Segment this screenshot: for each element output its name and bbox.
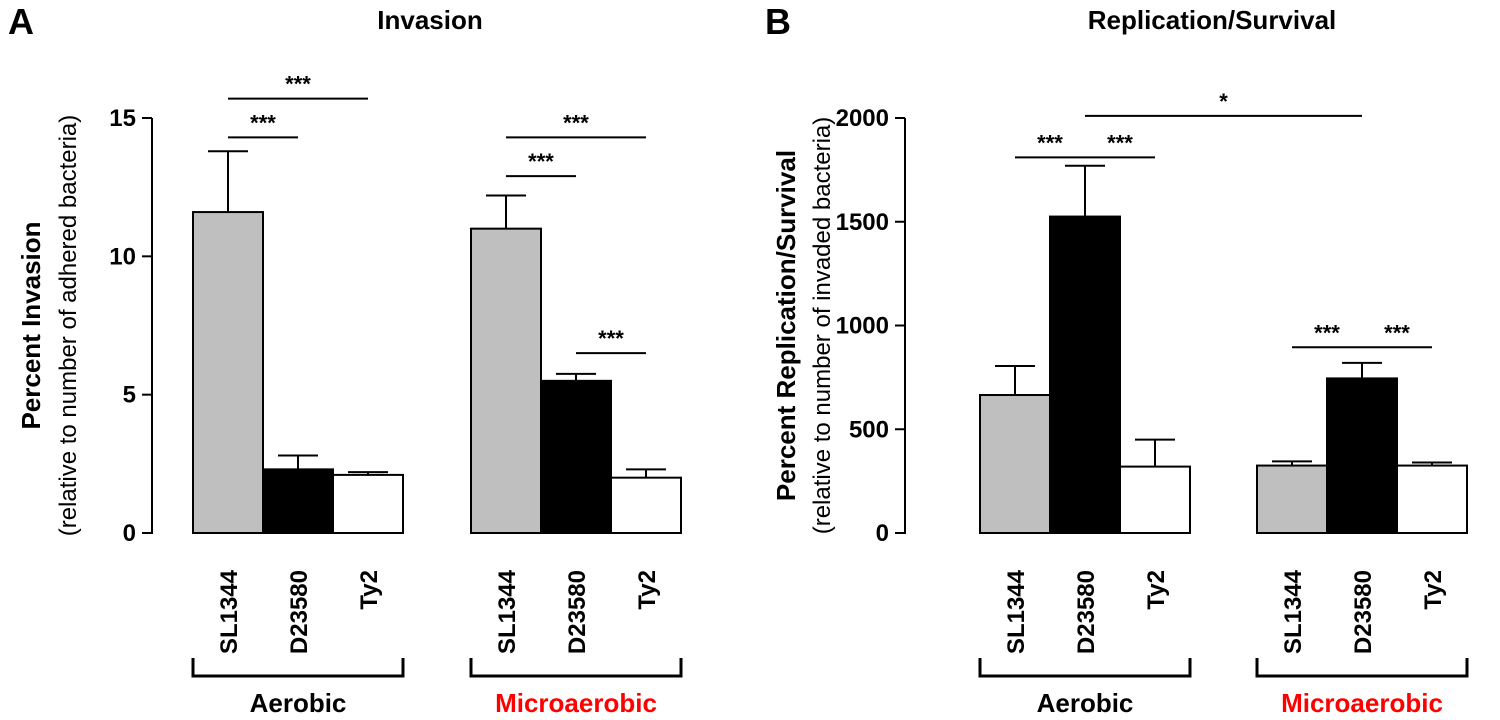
significance-label: *** <box>1037 130 1063 155</box>
group-bracket <box>191 658 405 678</box>
y-axis-label: Percent Replication/Survival <box>771 150 801 501</box>
group-bracket <box>469 658 683 678</box>
significance-label: *** <box>563 110 589 135</box>
group-bracket <box>978 658 1192 678</box>
y-tick-label: 0 <box>876 520 889 547</box>
significance-label: *** <box>250 110 276 135</box>
group-bracket <box>1255 658 1469 678</box>
bar-sl1344 <box>979 394 1051 535</box>
category-label: Ty2 <box>1420 570 1447 610</box>
category-label: D23580 <box>1350 570 1377 654</box>
chart-title: Replication/Survival <box>1088 5 1337 35</box>
category-label: SL1344 <box>216 569 243 654</box>
significance-label: *** <box>1384 320 1410 345</box>
y-axis-label: Percent Invasion <box>16 221 46 429</box>
category-label: D23580 <box>1073 570 1100 654</box>
panel-b: B Replication/Survival Percent Replication… <box>765 1 1469 718</box>
bar-d23580 <box>540 379 612 535</box>
category-label: D23580 <box>286 570 313 654</box>
category-label: SL1344 <box>1003 569 1030 654</box>
chart-title: Invasion <box>377 5 482 35</box>
bar-sl1344 <box>192 211 264 534</box>
significance-label: * <box>1219 89 1228 114</box>
significance-label: *** <box>598 326 624 351</box>
category-label: SL1344 <box>494 569 521 654</box>
category-label: D23580 <box>564 570 591 654</box>
category-label: Ty2 <box>356 570 383 610</box>
bar-d23580 <box>1049 215 1121 534</box>
group-label: Aerobic <box>250 688 347 718</box>
bar-ty2 <box>610 476 682 534</box>
y-tick-label: 10 <box>109 243 136 270</box>
group-label: Microaerobic <box>1281 688 1443 718</box>
y-tick-label: 0 <box>123 520 136 547</box>
y-tick-label: 15 <box>109 105 136 132</box>
panel-letter: A <box>8 1 34 42</box>
y-tick-label: 2000 <box>836 105 889 132</box>
y-axis-sublabel: (relative to number of adhered bacteria) <box>55 115 82 537</box>
bar-ty2 <box>1396 464 1468 534</box>
significance-label: *** <box>1314 320 1340 345</box>
y-tick-label: 5 <box>123 382 136 409</box>
category-label: Ty2 <box>634 570 661 610</box>
bar-ty2 <box>332 473 404 534</box>
y-tick-label: 1000 <box>836 313 889 340</box>
bar-ty2 <box>1119 465 1191 535</box>
significance-label: *** <box>528 149 554 174</box>
bar-d23580 <box>262 468 334 535</box>
significance-label: *** <box>1107 130 1133 155</box>
group-label: Microaerobic <box>495 688 657 718</box>
bar-d23580 <box>1326 377 1398 534</box>
group-label: Aerobic <box>1037 688 1134 718</box>
significance-label: *** <box>285 72 311 97</box>
y-tick-label: 1500 <box>836 209 889 236</box>
panel-a: A Invasion Percent Invasion (relative to nu… <box>8 1 683 718</box>
category-label: SL1344 <box>1280 569 1307 654</box>
y-axis-sublabel: (relative to number of invaded bacteria) <box>809 117 836 535</box>
panel-letter: B <box>765 1 791 42</box>
bar-sl1344 <box>470 227 542 535</box>
bar-sl1344 <box>1256 464 1328 534</box>
category-label: Ty2 <box>1143 570 1170 610</box>
y-tick-label: 500 <box>849 416 889 443</box>
